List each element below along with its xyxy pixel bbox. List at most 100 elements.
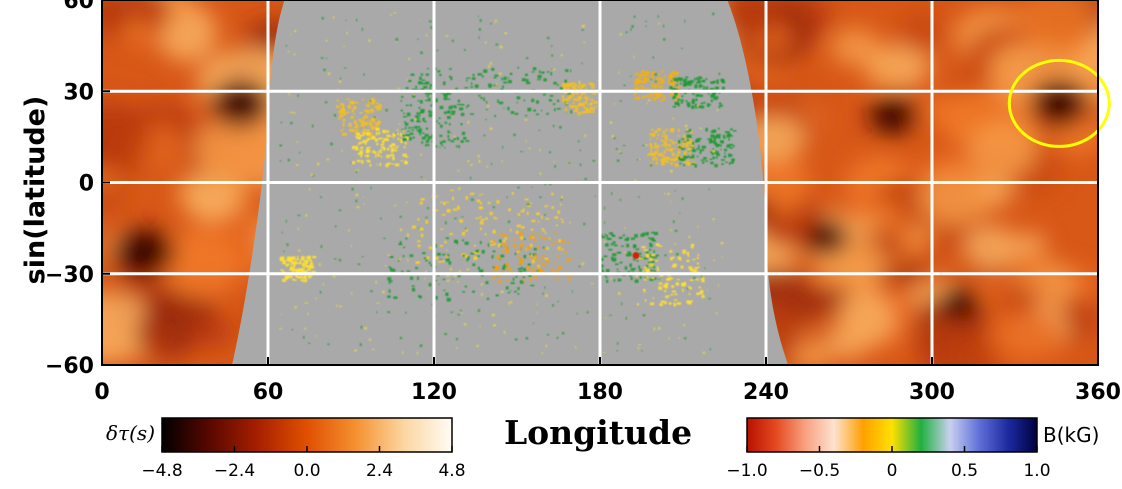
- magnetic-field-speck: [444, 121, 448, 125]
- magnetic-field-speck: [475, 249, 480, 253]
- magnetic-field-speck: [401, 270, 404, 274]
- magnetic-field-speck: [440, 201, 442, 204]
- magnetic-field-speck: [662, 130, 666, 135]
- magnetic-field-speck: [672, 117, 674, 120]
- nearside-magnetic-field: [279, 12, 737, 355]
- magnetic-field-speck: [710, 134, 715, 138]
- magnetic-field-speck: [370, 117, 374, 120]
- magnetic-field-speck: [507, 220, 511, 224]
- magnetic-field-speck: [691, 154, 695, 158]
- magnetic-field-speck: [705, 78, 708, 80]
- magnetic-field-speck: [480, 273, 484, 277]
- magnetic-field-speck: [439, 105, 444, 110]
- magnetic-field-speck: [359, 134, 364, 137]
- magnetic-field-speck: [514, 252, 517, 256]
- magnetic-field-speck: [412, 136, 415, 139]
- magnetic-field-speck: [629, 263, 632, 268]
- magnetic-field-speck: [388, 289, 391, 293]
- magnetic-field-speck: [720, 148, 722, 151]
- magnetic-field-speck: [418, 130, 422, 134]
- magnetic-field-speck: [517, 186, 520, 189]
- magnetic-field-speck: [545, 294, 548, 298]
- magnetic-field-speck: [728, 135, 733, 137]
- magnetic-field-speck: [544, 286, 546, 289]
- magnetic-field-speck: [371, 98, 375, 103]
- magnetic-field-speck: [506, 248, 510, 252]
- magnetic-field-speck: [425, 143, 427, 147]
- magnetic-field-speck: [393, 149, 398, 152]
- magnetic-field-speck: [713, 96, 718, 101]
- magnetic-field-speck: [645, 20, 647, 22]
- magnetic-field-speck: [644, 87, 649, 89]
- magnetic-field-speck: [621, 302, 623, 306]
- magnetic-field-speck: [635, 248, 639, 251]
- magnetic-field-speck: [583, 105, 586, 109]
- magnetic-field-speck: [673, 79, 676, 82]
- magnetic-field-speck: [531, 98, 535, 103]
- magnetic-field-speck: [666, 160, 669, 164]
- magnetic-field-speck: [315, 297, 317, 300]
- magnetic-field-speck: [546, 259, 550, 263]
- magnetic-field-speck: [706, 103, 709, 106]
- magnetic-field-speck: [443, 289, 446, 291]
- magnetic-field-speck: [492, 268, 496, 271]
- magnetic-field-speck: [400, 159, 403, 162]
- magnetic-field-speck: [437, 70, 441, 73]
- magnetic-field-speck: [399, 215, 402, 218]
- magnetic-field-speck: [355, 124, 358, 129]
- magnetic-field-speck: [392, 156, 395, 161]
- magnetic-field-speck: [690, 80, 694, 84]
- magnetic-field-speck: [642, 314, 646, 317]
- magnetic-field-speck: [364, 114, 367, 117]
- magnetic-field-speck: [370, 109, 375, 113]
- magnetic-field-speck: [493, 242, 496, 246]
- magnetic-field-speck: [416, 128, 419, 132]
- magnetic-field-speck: [678, 157, 684, 161]
- magnetic-field-speck: [491, 313, 495, 317]
- magnetic-field-speck: [652, 96, 656, 101]
- magnetic-field-speck: [610, 121, 612, 124]
- magnetic-field-speck: [364, 142, 367, 145]
- magnetic-field-speck: [391, 151, 393, 153]
- farside-blob: [917, 318, 1004, 365]
- magnetic-field-speck: [687, 148, 691, 151]
- magnetic-field-speck: [490, 22, 492, 25]
- magnetic-field-speck: [512, 277, 515, 281]
- magnetic-field-speck: [603, 351, 606, 354]
- magnetic-field-speck: [334, 258, 337, 260]
- magnetic-field-speck: [690, 146, 692, 148]
- magnetic-field-speck: [719, 104, 724, 107]
- magnetic-field-speck: [674, 264, 677, 268]
- magnetic-field-speck: [290, 261, 293, 265]
- magnetic-field-speck: [640, 233, 645, 237]
- magnetic-field-speck: [586, 104, 590, 106]
- magnetic-field-speck: [700, 159, 705, 161]
- magnetic-field-speck: [392, 133, 396, 137]
- magnetic-field-speck: [477, 309, 481, 312]
- magnetic-field-speck: [639, 268, 642, 272]
- magnetic-field-speck: [386, 134, 391, 138]
- magnetic-field-speck: [446, 275, 450, 277]
- magnetic-field-speck: [439, 74, 442, 76]
- magnetic-field-speck: [610, 234, 615, 236]
- magnetic-field-speck: [671, 265, 676, 268]
- magnetic-field-speck: [657, 268, 660, 272]
- magnetic-field-speck: [353, 113, 356, 115]
- magnetic-field-speck: [427, 288, 429, 290]
- magnetic-field-speck: [629, 75, 632, 77]
- magnetic-field-speck: [716, 109, 719, 112]
- magnetic-field-speck: [303, 270, 308, 274]
- magnetic-field-speck: [664, 144, 670, 146]
- magnetic-field-speck: [456, 281, 460, 283]
- magnetic-field-speck: [700, 277, 705, 281]
- magnetic-field-speck: [725, 161, 728, 163]
- magnetic-field-speck: [531, 269, 534, 274]
- magnetic-field-speck: [427, 138, 431, 141]
- magnetic-field-speck: [583, 41, 586, 44]
- magnetic-field-speck: [539, 172, 542, 175]
- magnetic-field-speck: [567, 241, 570, 244]
- magnetic-field-speck: [416, 120, 421, 123]
- magnetic-field-speck: [700, 105, 705, 109]
- magnetic-field-speck: [390, 150, 394, 153]
- magnetic-field-speck: [655, 95, 658, 99]
